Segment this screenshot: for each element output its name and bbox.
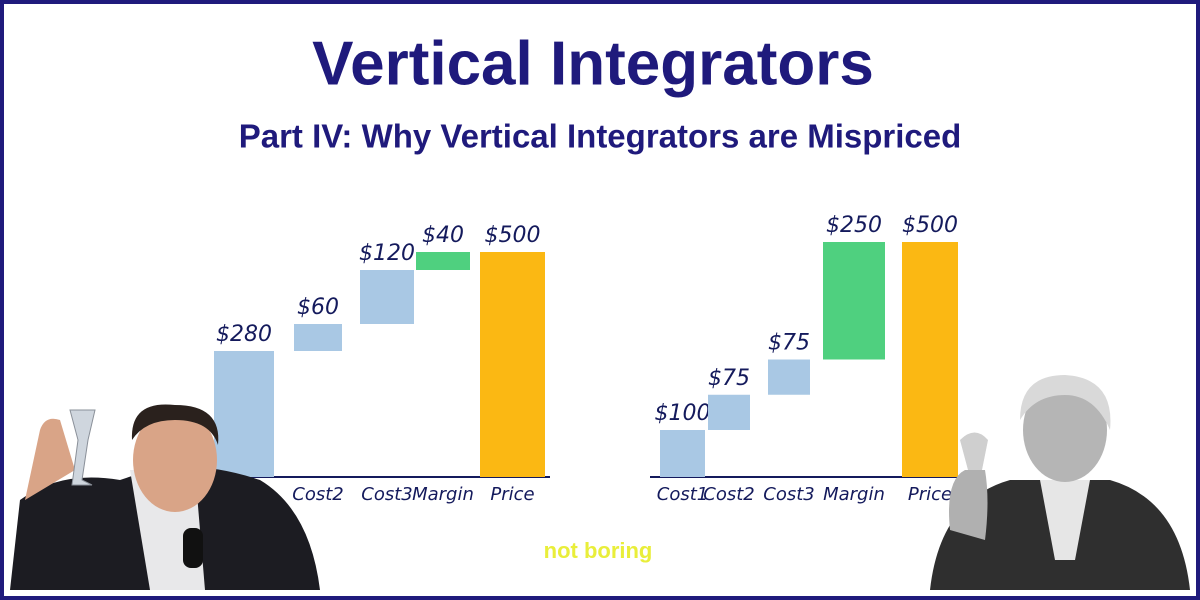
x-tick-label: Cost2 [292, 484, 343, 505]
x-tick-label: Cost1 [657, 484, 708, 505]
bar [294, 324, 342, 351]
value-label: $280 [216, 322, 272, 347]
value-label: $60 [297, 295, 339, 320]
x-tick-label: Cost3 [763, 484, 814, 505]
bar [416, 252, 470, 270]
x-tick-label: Cost3 [361, 484, 412, 505]
x-tick-label: Price [490, 484, 534, 505]
value-label: $500 [485, 223, 541, 248]
bar [708, 394, 750, 430]
value-label: $75 [708, 366, 750, 391]
value-label: $40 [422, 223, 464, 248]
x-tick-label: Price [908, 484, 952, 505]
bar [360, 270, 414, 324]
right-photo [930, 375, 1190, 590]
bar [902, 242, 958, 477]
x-tick-label: Margin [823, 484, 885, 505]
value-label: $120 [359, 241, 415, 266]
bar [480, 252, 545, 477]
brand: not boring [544, 538, 653, 563]
value-label: $250 [826, 213, 882, 238]
title: Vertical Integrators [312, 29, 874, 98]
x-tick-label: Margin [412, 484, 474, 505]
value-label: $100 [655, 401, 711, 426]
left-photo [10, 404, 320, 590]
value-label: $75 [768, 331, 810, 356]
x-tick-label: Cost2 [703, 484, 754, 505]
bar [214, 351, 274, 477]
bar [823, 242, 885, 360]
bar [768, 359, 810, 395]
value-label: $500 [902, 213, 958, 238]
subtitle: Part IV: Why Vertical Integrators are Mi… [239, 118, 962, 155]
bar [660, 430, 705, 477]
